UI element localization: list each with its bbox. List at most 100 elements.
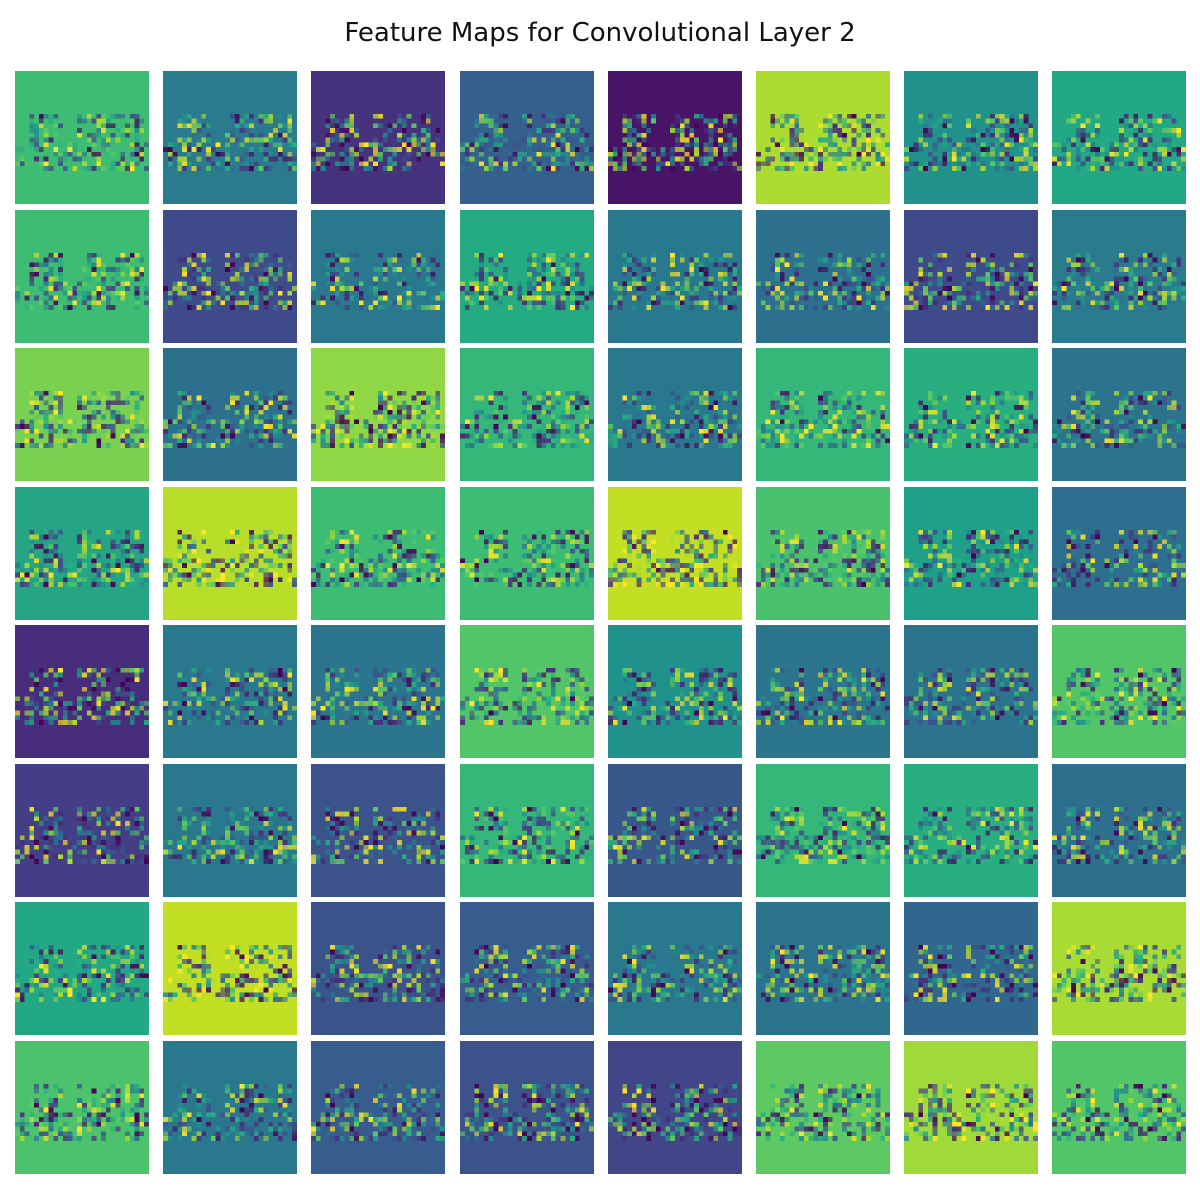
- feature-map-pixel: [832, 271, 838, 277]
- feature-map-pixel: [675, 118, 680, 124]
- feature-map-pixel: [570, 267, 575, 272]
- feature-map-pixel: [1071, 424, 1076, 429]
- feature-map-pixel: [105, 433, 111, 439]
- feature-map-pixel: [435, 395, 441, 401]
- feature-map-pixel: [589, 419, 594, 424]
- feature-map-pixel: [579, 295, 585, 301]
- feature-map-pixel: [818, 166, 823, 171]
- feature-map-pixel: [570, 433, 575, 439]
- feature-map-pixel: [411, 395, 417, 401]
- feature-map-pixel: [120, 132, 126, 138]
- feature-map-pixel: [689, 295, 695, 301]
- feature-map-pixel: [794, 290, 800, 296]
- feature-map-pixel: [210, 295, 216, 301]
- feature-map-pixel: [344, 295, 350, 301]
- feature-map-pixel: [655, 567, 661, 573]
- feature-map-pixel: [325, 252, 331, 258]
- feature-map-pixel: [689, 151, 695, 157]
- feature-map-pixel: [937, 419, 943, 424]
- feature-map-pixel: [48, 433, 54, 439]
- feature-map-pixel: [765, 286, 771, 291]
- feature-map-pixel: [325, 132, 331, 138]
- feature-map-pixel: [48, 558, 54, 563]
- feature-map-pixel: [999, 300, 1005, 305]
- feature-map-pixel: [268, 563, 274, 568]
- feature-map-pixel: [880, 156, 886, 162]
- feature-map-pixel: [980, 276, 986, 282]
- feature-map-pixel: [15, 147, 20, 152]
- feature-map-pixel: [579, 290, 585, 296]
- feature-map-pixel: [474, 414, 480, 420]
- feature-map-pixel: [1028, 548, 1034, 554]
- feature-map-pixel: [1119, 137, 1124, 143]
- feature-map-pixel: [546, 113, 551, 119]
- feature-map-pixel: [517, 295, 523, 301]
- feature-map-pixel: [942, 142, 948, 147]
- feature-map-pixel: [641, 428, 647, 434]
- feature-map-pixel: [287, 424, 293, 429]
- feature-map-pixel: [536, 166, 542, 171]
- feature-map-pixel: [622, 529, 628, 535]
- feature-map-pixel: [249, 132, 254, 138]
- feature-map-pixel: [698, 558, 704, 563]
- feature-map-pixel: [660, 290, 666, 296]
- feature-map-pixel: [665, 582, 671, 587]
- feature-map-pixel: [1009, 428, 1015, 434]
- feature-map-pixel: [397, 281, 402, 286]
- feature-map-pixel: [96, 156, 102, 162]
- feature-map-pixel: [273, 428, 278, 434]
- feature-map-pixel: [96, 438, 102, 443]
- feature-map-pixel: [512, 582, 518, 587]
- feature-map-pixel: [425, 433, 431, 439]
- feature-map-pixel: [1061, 424, 1067, 429]
- feature-map-pixel: [196, 267, 202, 272]
- feature-map-pixel: [234, 271, 240, 277]
- feature-map-pixel: [880, 409, 886, 415]
- feature-map-pixel: [837, 161, 843, 166]
- feature-map-pixel: [1090, 414, 1096, 420]
- feature-map-pixel: [689, 400, 695, 405]
- feature-map-pixel: [334, 419, 340, 424]
- feature-map-pixel: [999, 161, 1005, 166]
- feature-map-pixel: [966, 563, 971, 568]
- feature-map-pixel: [851, 123, 857, 128]
- feature-map-pixel: [904, 433, 909, 439]
- feature-map-pixel: [646, 300, 652, 305]
- feature-map-pixel: [34, 128, 39, 133]
- feature-map-pixel: [129, 267, 135, 272]
- feature-map-pixel: [503, 577, 508, 582]
- feature-map-pixel: [971, 156, 976, 162]
- feature-map-pixel: [527, 577, 532, 582]
- feature-map-pixel: [469, 428, 475, 434]
- feature-map-pixel: [1085, 147, 1091, 152]
- feature-map-pixel: [58, 424, 63, 429]
- feature-map-pixel: [382, 262, 388, 267]
- feature-map-pixel: [493, 123, 499, 128]
- feature-map-pixel: [330, 271, 335, 277]
- feature-map-pixel: [401, 443, 407, 448]
- feature-map-pixel: [1080, 400, 1086, 405]
- feature-map-pixel: [546, 123, 551, 128]
- feature-map-pixel: [689, 257, 695, 263]
- feature-map-pixel: [622, 395, 628, 401]
- feature-map-pixel: [191, 128, 197, 133]
- feature-map-pixel: [182, 118, 187, 124]
- feature-map-pixel: [565, 151, 571, 157]
- feature-map-pixel: [105, 553, 111, 559]
- feature-map-pixel: [990, 414, 995, 420]
- feature-map-pixel: [498, 290, 504, 296]
- feature-map-pixel: [1104, 305, 1110, 310]
- feature-map-pixel: [1090, 443, 1096, 448]
- feature-map-pixel: [636, 137, 642, 143]
- feature-map-pixel: [560, 443, 566, 448]
- feature-map-pixel: [937, 252, 943, 258]
- feature-map-pixel: [765, 147, 771, 152]
- feature-map-pixel: [397, 419, 402, 424]
- feature-map-pixel: [34, 295, 39, 301]
- feature-map-pixel: [1142, 395, 1148, 401]
- feature-map-pixel: [358, 156, 364, 162]
- feature-map-31: [904, 487, 1038, 620]
- feature-map-pixel: [1028, 300, 1034, 305]
- feature-map-pixel: [196, 424, 202, 429]
- feature-map-pixel: [908, 563, 914, 568]
